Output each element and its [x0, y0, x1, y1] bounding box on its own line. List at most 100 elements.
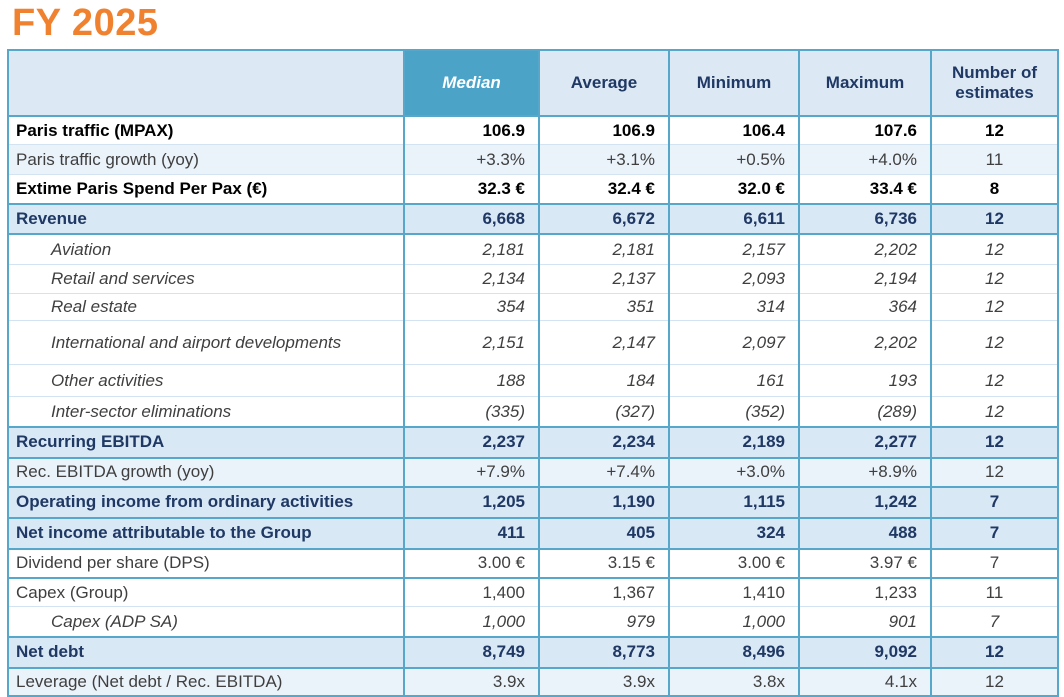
value-cell: 979	[538, 606, 670, 637]
value-cell: +7.9%	[403, 456, 540, 487]
value-cell: 9,092	[798, 635, 932, 668]
value-cell: 33.4 €	[798, 174, 932, 204]
table-row: Extime Paris Spend Per Pax (€) 32.3 €32.4…	[7, 174, 1059, 204]
value-cell: 2,237	[403, 425, 540, 458]
value-cell: 161	[668, 364, 800, 397]
table-row: Revenue 6,668 6,672 6,611 6,736 12	[7, 202, 1059, 234]
value-cell: 3.9x	[403, 666, 540, 697]
estimates-count-cell: 7	[930, 547, 1059, 578]
value-cell: (289)	[798, 396, 932, 427]
row-label: Retail and services	[7, 264, 405, 294]
row-label: Net income attributable to the Group	[7, 516, 405, 549]
header-minimum: Minimum	[668, 48, 800, 117]
table-row: Net debt 8,749 8,773 8,496 9,092 12	[7, 635, 1059, 668]
value-cell: 2,147	[538, 320, 670, 365]
value-cell: 6,736	[798, 202, 932, 234]
table-row: International and airport developments 2,…	[7, 320, 1059, 365]
value-cell: 2,181	[538, 232, 670, 265]
table-row: Real estate 354 351 314 364 12	[7, 293, 1059, 321]
estimates-count-cell: 12	[930, 396, 1059, 427]
estimates-count-cell: 12	[930, 202, 1059, 234]
value-cell: 4.1x	[798, 666, 932, 697]
header-number-of-estimates: Number of estimates	[930, 48, 1059, 117]
value-cell: 1,400	[403, 576, 540, 607]
row-label: Operating income from ordinary activitie…	[7, 485, 405, 518]
value-cell: 1,233	[798, 576, 932, 607]
table-row: Aviation 2,181 2,181 2,157 2,202 12	[7, 232, 1059, 265]
value-cell: 3.8x	[668, 666, 800, 697]
header-row: Median Average Minimum Maximum Number of…	[7, 48, 1059, 117]
value-cell: 2,157	[668, 232, 800, 265]
row-label: Capex (ADP SA)	[7, 606, 405, 637]
table-row: Dividend per share (DPS) 3.00 €3.15 €3.00…	[7, 547, 1059, 578]
value-cell: 354	[403, 293, 540, 321]
estimates-count-cell: 12	[930, 666, 1059, 697]
value-cell: +8.9%	[798, 456, 932, 487]
value-cell: 32.3 €	[403, 174, 540, 204]
value-cell: 2,097	[668, 320, 800, 365]
estimates-count-cell: 12	[930, 320, 1059, 365]
value-cell: 405	[538, 516, 670, 549]
value-cell: 1,000	[668, 606, 800, 637]
value-cell: 188	[403, 364, 540, 397]
value-cell: 2,194	[798, 264, 932, 294]
value-cell: 1,205	[403, 485, 540, 518]
row-label: Paris traffic growth (yoy)	[7, 144, 405, 175]
value-cell: 3.00 €	[403, 547, 540, 578]
value-cell: 8,773	[538, 635, 670, 668]
value-cell: 184	[538, 364, 670, 397]
value-cell: 1,115	[668, 485, 800, 518]
row-label: Capex (Group)	[7, 576, 405, 607]
value-cell: 324	[668, 516, 800, 549]
value-cell: 32.4 €	[538, 174, 670, 204]
value-cell: 3.9x	[538, 666, 670, 697]
value-cell: 107.6	[798, 114, 932, 145]
table-row: Retail and services 2,134 2,137 2,093 2,194 1…	[7, 264, 1059, 294]
value-cell: 1,000	[403, 606, 540, 637]
row-label: Real estate	[7, 293, 405, 321]
value-cell: 3.15 €	[538, 547, 670, 578]
value-cell: +3.3%	[403, 144, 540, 175]
value-cell: 2,202	[798, 232, 932, 265]
table-row: Inter-sector eliminations (335) (327) (352)…	[7, 396, 1059, 427]
value-cell: 364	[798, 293, 932, 321]
value-cell: 106.4	[668, 114, 800, 145]
consensus-estimates-table: Median Average Minimum Maximum Number of…	[7, 48, 1059, 697]
value-cell: 6,672	[538, 202, 670, 234]
value-cell: 351	[538, 293, 670, 321]
row-label: Dividend per share (DPS)	[7, 547, 405, 578]
value-cell: (327)	[538, 396, 670, 427]
row-label: Inter-sector eliminations	[7, 396, 405, 427]
value-cell: +3.1%	[538, 144, 670, 175]
estimates-count-cell: 12	[930, 293, 1059, 321]
value-cell: 6,668	[403, 202, 540, 234]
estimates-count-cell: 8	[930, 174, 1059, 204]
estimates-count-cell: 7	[930, 606, 1059, 637]
value-cell: 193	[798, 364, 932, 397]
value-cell: 3.97 €	[798, 547, 932, 578]
estimates-count-cell: 12	[930, 264, 1059, 294]
value-cell: 106.9	[403, 114, 540, 145]
value-cell: 1,410	[668, 576, 800, 607]
value-cell: 32.0 €	[668, 174, 800, 204]
value-cell: 411	[403, 516, 540, 549]
table-row: Capex (Group) 1,400 1,367 1,410 1,233 11	[7, 576, 1059, 607]
estimates-count-cell: 11	[930, 576, 1059, 607]
value-cell: 2,151	[403, 320, 540, 365]
value-cell: 2,137	[538, 264, 670, 294]
estimates-count-cell: 12	[930, 232, 1059, 265]
table-row: Rec. EBITDA growth (yoy) +7.9% +7.4% +3.0% +…	[7, 456, 1059, 487]
estimates-count-cell: 12	[930, 456, 1059, 487]
header-median: Median	[403, 48, 540, 117]
value-cell: (335)	[403, 396, 540, 427]
estimates-count-cell: 12	[930, 114, 1059, 145]
row-label: Net debt	[7, 635, 405, 668]
value-cell: 1,367	[538, 576, 670, 607]
value-cell: 488	[798, 516, 932, 549]
table-row: Net income attributable to the Group 411 4…	[7, 516, 1059, 549]
row-label: Recurring EBITDA	[7, 425, 405, 458]
estimates-count-cell: 12	[930, 425, 1059, 458]
row-label: Aviation	[7, 232, 405, 265]
estimates-count-cell: 7	[930, 485, 1059, 518]
